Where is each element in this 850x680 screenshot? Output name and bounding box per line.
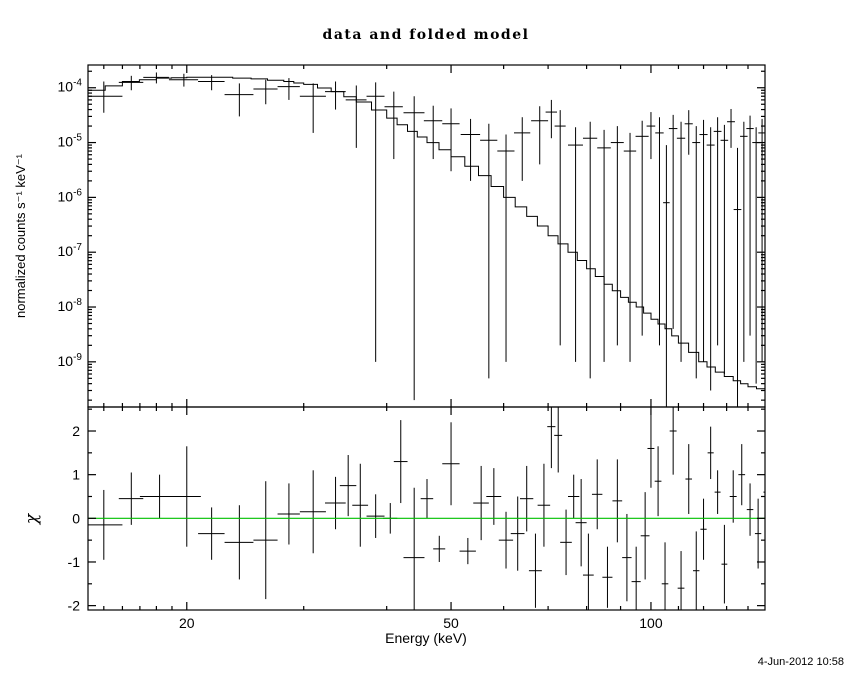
y-tick-label: 10-6 <box>58 187 83 204</box>
chi-tick-label: 1 <box>72 467 80 483</box>
x-axis-label: Energy (keV) <box>385 630 467 646</box>
y-axis-label-counts: normalized counts s⁻¹ keV⁻¹ <box>13 153 28 319</box>
y-tick-label: 10-4 <box>58 78 83 95</box>
timestamp: 4-Jun-2012 10:58 <box>757 656 844 668</box>
chi-tick-label: 2 <box>72 423 80 439</box>
model-step-line <box>88 76 765 391</box>
residual-panel-layer <box>88 407 765 610</box>
y-tick-label: 10-5 <box>58 133 83 150</box>
y-axis-label-chi: χ <box>22 513 42 525</box>
x-tick-label: 20 <box>179 615 195 631</box>
tick-labels-layer: 20 50 100 10-4 10-5 10-6 10-7 10-8 10-9 -2 -1 0 1 2 <box>58 78 663 631</box>
chi-tick-label: 0 <box>72 510 80 526</box>
y-tick-label: 10-7 <box>58 242 83 259</box>
y-tick-label: 10-8 <box>58 297 83 314</box>
chi-tick-label: -2 <box>68 598 81 614</box>
y-tick-label: 10-9 <box>58 352 83 369</box>
x-tick-label: 50 <box>443 615 459 631</box>
plot-title: data and folded model <box>322 27 530 43</box>
axes-layer <box>87 64 766 611</box>
spectrum-frame <box>87 64 766 408</box>
x-tick-label: 100 <box>639 615 663 631</box>
chi-tick-label: -1 <box>68 554 81 570</box>
residual-frame <box>87 406 766 611</box>
spectrum-panel-layer <box>88 72 765 407</box>
